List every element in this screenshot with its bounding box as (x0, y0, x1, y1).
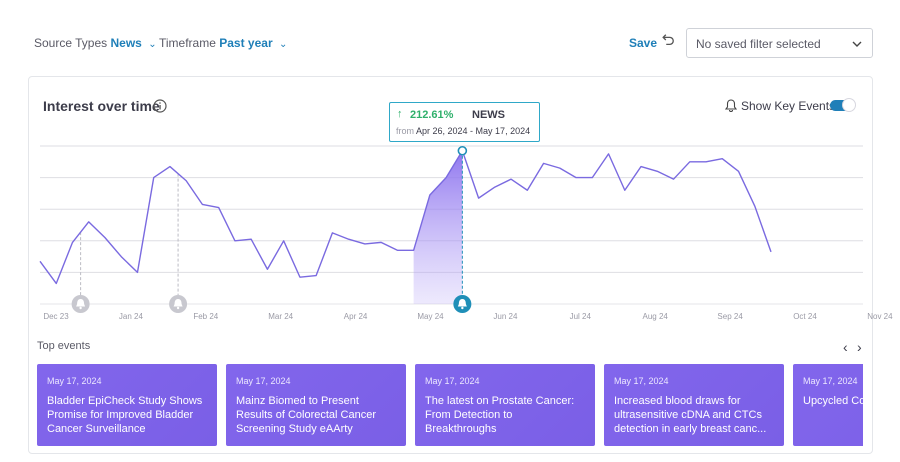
event-card[interactable]: May 17, 2024 Bladder EpiCheck Study Show… (37, 364, 217, 446)
toggle-knob (842, 98, 856, 112)
bell-icon (76, 299, 86, 307)
x-tick-label: Mar 24 (268, 312, 293, 321)
event-card[interactable]: May 17, 2024 Upcycled Co... Market Incre… (793, 364, 863, 446)
tooltip-range: from Apr 26, 2024 - May 17, 2024 (396, 126, 530, 136)
undo-icon[interactable] (661, 33, 675, 47)
timeframe-filter[interactable]: Timeframe Past year ⌄ (159, 36, 287, 50)
event-date: May 17, 2024 (425, 376, 480, 386)
info-icon[interactable] (153, 99, 167, 113)
event-card[interactable]: May 17, 2024 Mainz Biomed to Present Res… (226, 364, 406, 446)
x-tick-label: Apr 24 (344, 312, 368, 321)
x-tick-label: Jul 24 (570, 312, 592, 321)
bell-icon (725, 99, 737, 112)
bell-icon (173, 299, 183, 307)
x-tick-label: Aug 24 (643, 312, 669, 321)
save-button[interactable]: Save (629, 36, 658, 50)
tooltip-source: NEWS (472, 109, 505, 121)
x-tick-label: Jan 24 (119, 312, 144, 321)
series-line (39, 150, 772, 285)
x-tick-label: Nov 24 (867, 312, 893, 321)
x-tick-label: Feb 24 (193, 312, 218, 321)
event-title: Bladder EpiCheck Study Shows Promise for… (47, 395, 203, 435)
x-tick-label: May 24 (417, 312, 444, 321)
top-events-list: May 17, 2024 Bladder EpiCheck Study Show… (37, 364, 863, 446)
event-title: The latest on Prostate Cancer: From Dete… (425, 395, 575, 435)
saved-filter-select[interactable]: No saved filter selected (686, 28, 873, 58)
source-type-value: News (110, 36, 142, 50)
show-key-events-toggle[interactable] (830, 98, 856, 112)
event-title: Mainz Biomed to Present Results of Color… (236, 395, 377, 435)
event-card[interactable]: May 17, 2024 Increased blood draws for u… (604, 364, 784, 446)
chart-tooltip: ↑ 212.61% NEWS from Apr 26, 2024 - May 1… (389, 102, 540, 142)
tooltip-from-label: from (396, 126, 414, 136)
prev-arrow-icon[interactable]: ‹ (843, 339, 848, 355)
source-type-filter[interactable]: Source Types News ⌄ (34, 36, 157, 50)
x-tick-label: Dec 23 (43, 312, 69, 321)
selected-point (457, 145, 468, 156)
bell-icon-clapper (461, 306, 464, 310)
saved-filter-value: No saved filter selected (696, 37, 821, 51)
top-events-heading: Top events (37, 340, 91, 352)
bell-icon (457, 299, 467, 307)
bell-icon-clapper (79, 306, 82, 310)
event-card[interactable]: May 17, 2024 The latest on Prostate Canc… (415, 364, 595, 446)
tooltip-change: 212.61% (410, 109, 454, 121)
event-date: May 17, 2024 (236, 376, 291, 386)
event-date: May 17, 2024 (614, 376, 669, 386)
chevron-down-icon: ⌄ (148, 39, 157, 50)
event-date: May 17, 2024 (803, 376, 858, 386)
event-date: May 17, 2024 (47, 376, 102, 386)
bell-icon-clapper (176, 306, 180, 310)
tooltip-date-range: Apr 26, 2024 - May 17, 2024 (416, 126, 531, 136)
filter-bar: Source Types News ⌄ Timeframe Past year … (0, 28, 900, 58)
timeframe-value: Past year (219, 36, 273, 50)
timeframe-label: Timeframe (159, 36, 216, 50)
x-tick-label: Sep 24 (717, 312, 743, 321)
highlight-area (413, 150, 463, 304)
show-key-events-label: Show Key Events (741, 99, 836, 113)
next-arrow-icon[interactable]: › (857, 339, 862, 355)
card-title: Interest over time (43, 98, 160, 114)
x-tick-label: Jun 24 (493, 312, 518, 321)
x-tick-label: Oct 24 (793, 312, 817, 321)
arrow-up-icon: ↑ (397, 108, 403, 120)
event-title: Upcycled Co... Market Incre... (803, 395, 863, 407)
chevron-down-icon (852, 41, 862, 47)
chevron-down-icon: ⌄ (278, 39, 288, 50)
event-title: Increased blood draws for ultrasensitive… (614, 395, 767, 435)
source-type-label: Source Types (34, 36, 108, 50)
